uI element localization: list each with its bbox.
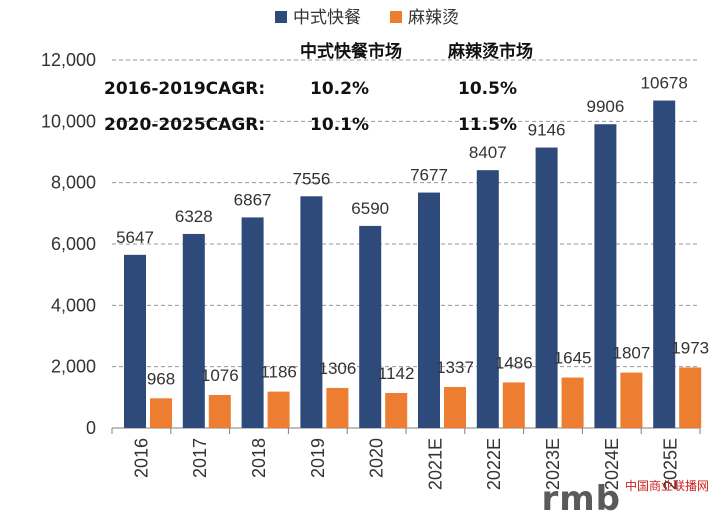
x-tick-label: 2019 <box>308 438 328 478</box>
data-label-malatang: 1142 <box>378 364 415 383</box>
bar-malatang <box>326 387 349 428</box>
x-tick-label: 2022E <box>484 438 504 490</box>
axes: 0 2,000 4,000 6,000 8,000 10,000 12,000 2016 201… <box>41 50 701 490</box>
watermark: rmb 中国商业联播网 <box>541 477 709 516</box>
legend-label-malatang: 麻辣烫 <box>408 8 459 28</box>
y-tick-label: 2,000 <box>51 357 96 377</box>
data-label-zhongshi-kuaican: 9906 <box>586 97 624 116</box>
data-label-malatang: 1973 <box>671 338 709 357</box>
x-tick-label: 2023E <box>543 438 563 490</box>
y-tick-label: 0 <box>86 418 96 438</box>
x-tick-label: 2021E <box>425 438 445 490</box>
bar-zhongshi-kuaican <box>359 225 382 428</box>
data-label-zhongshi-kuaican: 5647 <box>116 228 154 247</box>
bar-malatang <box>502 382 525 428</box>
watermark-site: 中国商业联播网 <box>624 479 709 493</box>
bar-malatang <box>150 398 172 428</box>
bar-zhongshi-kuaican <box>594 124 617 428</box>
legend-swatch-zhongshi-kuaican <box>275 11 287 23</box>
data-label-malatang: 1306 <box>318 359 356 378</box>
y-tick-label: 10,000 <box>41 111 96 131</box>
x-tick-label: 2020 <box>367 438 387 478</box>
annotation-row-col1: 10.1% <box>310 115 369 135</box>
data-label-zhongshi-kuaican: 6590 <box>351 199 389 218</box>
bar-malatang <box>267 391 290 428</box>
bar-malatang <box>208 395 231 428</box>
x-tick-label: 2024E <box>602 438 622 490</box>
bar-malatang <box>385 392 408 428</box>
bar-zhongshi-kuaican <box>418 192 440 428</box>
x-tick-label: 2018 <box>249 438 269 478</box>
bar-malatang <box>679 367 702 428</box>
annotation-row-label: 2020-2025CAGR: <box>104 115 265 135</box>
legend-label-zhongshi-kuaican: 中式快餐 <box>293 8 361 28</box>
data-label-malatang: 1337 <box>436 358 474 377</box>
bar-zhongshi-kuaican <box>653 100 676 429</box>
data-labels: 5647 968 6328 1076 6867 1186 7556 1306 6590 1142 7… <box>116 74 709 389</box>
data-label-malatang: 1645 <box>554 349 592 368</box>
data-label-malatang: 1076 <box>201 366 239 385</box>
watermark-brand: rmb <box>541 479 621 519</box>
bar-malatang <box>561 377 584 428</box>
x-tick-label: 2016 <box>131 438 151 478</box>
y-tick-label: 4,000 <box>51 295 96 315</box>
annotation-header-col1: 中式快餐市场 <box>300 41 402 62</box>
data-label-zhongshi-kuaican: 7677 <box>410 166 448 185</box>
bar-malatang <box>620 372 643 428</box>
data-label-zhongshi-kuaican: 8407 <box>469 143 507 162</box>
annotation-header-col2: 麻辣烫市场 <box>447 41 533 62</box>
legend: 中式快餐 麻辣烫 <box>275 8 459 28</box>
y-tick-label: 12,000 <box>41 50 96 70</box>
data-label-zhongshi-kuaican: 10678 <box>641 74 688 93</box>
cagr-annotation: 中式快餐市场 麻辣烫市场 2016-2019CAGR: 10.2% 10.5% 2020-… <box>104 41 533 135</box>
y-tick-label: 8,000 <box>51 173 96 193</box>
bars <box>124 100 702 429</box>
bar-zhongshi-kuaican <box>182 233 205 428</box>
data-label-malatang: 1186 <box>260 363 297 382</box>
x-tick-label: 2017 <box>190 438 210 478</box>
bar-zhongshi-kuaican <box>476 170 499 428</box>
bar-zhongshi-kuaican <box>124 254 146 428</box>
annotation-row-label: 2016-2019CAGR: <box>104 79 265 99</box>
data-label-malatang: 1807 <box>612 344 650 363</box>
data-label-malatang: 1486 <box>495 353 533 372</box>
data-label-zhongshi-kuaican: 6328 <box>175 207 213 226</box>
y-tick-label: 6,000 <box>51 234 96 254</box>
legend-swatch-malatang <box>390 11 402 23</box>
data-label-zhongshi-kuaican: 9146 <box>528 121 566 140</box>
bar-zhongshi-kuaican <box>535 147 558 429</box>
data-label-zhongshi-kuaican: 6867 <box>234 190 272 209</box>
data-label-malatang: 968 <box>147 369 175 388</box>
annotation-row-col1: 10.2% <box>310 79 369 99</box>
x-tick-label: 2025E <box>661 438 681 490</box>
data-label-zhongshi-kuaican: 7556 <box>292 169 330 188</box>
annotation-row-col2: 10.5% <box>458 79 517 99</box>
bar-zhongshi-kuaican <box>241 217 264 428</box>
bar-zhongshi-kuaican <box>300 196 323 428</box>
annotation-row-col2: 11.5% <box>458 115 517 135</box>
bar-malatang <box>444 386 466 428</box>
